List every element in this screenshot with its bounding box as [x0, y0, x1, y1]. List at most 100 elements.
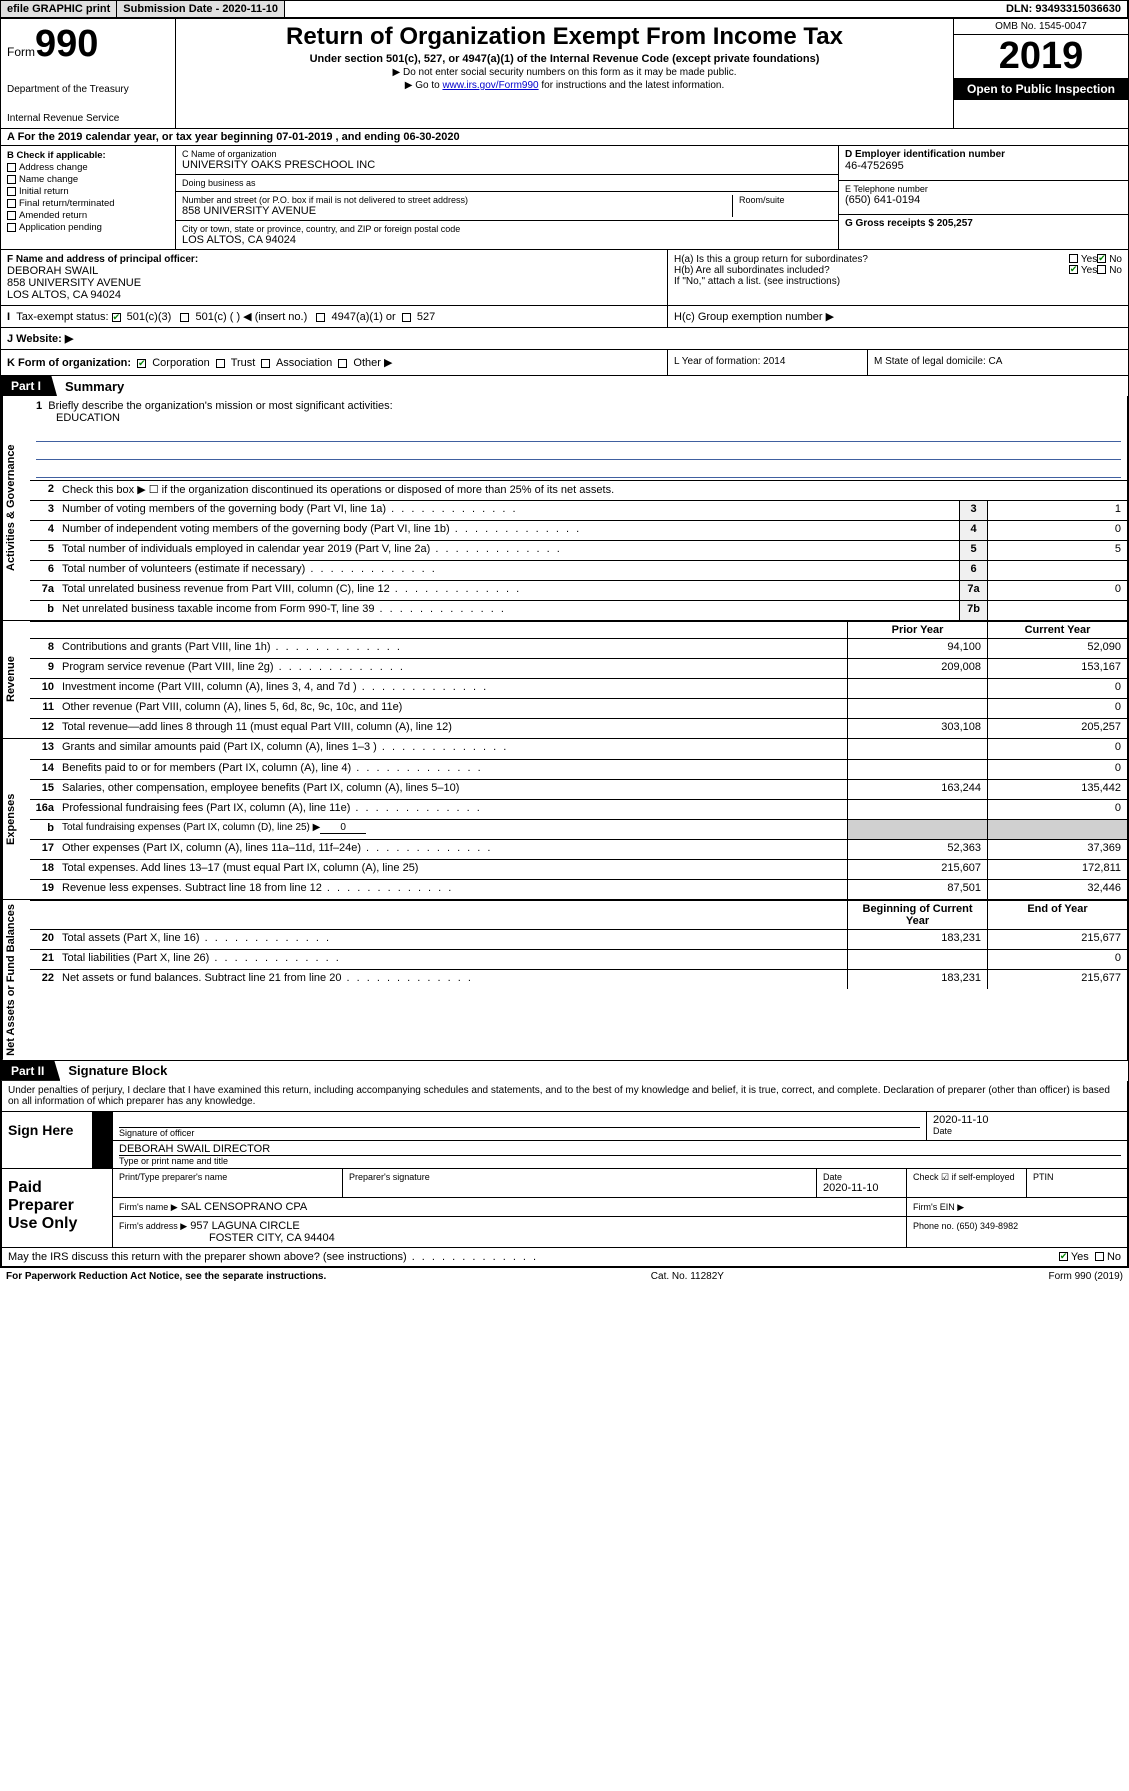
form-subtitle-1: Under section 501(c), 527, or 4947(a)(1)…	[186, 53, 943, 65]
line21: Total liabilities (Part X, line 26)	[58, 950, 847, 969]
p14	[847, 760, 987, 779]
line14: Benefits paid to or for members (Part IX…	[58, 760, 847, 779]
lbl-corp: Corporation	[152, 357, 209, 369]
omb-number: OMB No. 1545-0047	[954, 19, 1128, 35]
prep-date-label: Date	[823, 1172, 900, 1182]
cb-other[interactable]	[338, 359, 347, 368]
firm-addr-label: Firm's address ▶	[119, 1221, 187, 1231]
p20: 183,231	[847, 930, 987, 949]
cb-501c3[interactable]	[112, 313, 121, 322]
addr-label: Number and street (or P.O. box if mail i…	[182, 195, 732, 205]
entity-section: B Check if applicable: Address change Na…	[1, 146, 1128, 250]
discuss-no[interactable]	[1095, 1252, 1104, 1261]
hb-no[interactable]	[1097, 265, 1106, 274]
line10: Investment income (Part VIII, column (A)…	[58, 679, 847, 698]
city-label: City or town, state or province, country…	[182, 224, 832, 234]
p15: 163,244	[847, 780, 987, 799]
p12: 303,108	[847, 719, 987, 738]
p13	[847, 739, 987, 759]
cb-trust[interactable]	[216, 359, 225, 368]
gross-receipts: G Gross receipts $ 205,257	[845, 218, 1122, 229]
firm-ein-label: Firm's EIN ▶	[913, 1202, 964, 1212]
c8: 52,090	[987, 639, 1127, 658]
cb-name-change[interactable]	[7, 175, 16, 184]
dba-label: Doing business as	[182, 178, 832, 188]
paperwork-notice: For Paperwork Reduction Act Notice, see …	[6, 1271, 326, 1282]
sig-date: 2020-11-10	[933, 1114, 1121, 1126]
c22: 215,677	[987, 970, 1127, 989]
self-employed: Check ☑ if self-employed	[907, 1169, 1027, 1197]
officer-section: F Name and address of principal officer:…	[1, 250, 1128, 306]
p10	[847, 679, 987, 698]
sig-date-label: Date	[933, 1126, 1121, 1136]
ha-no[interactable]	[1097, 254, 1106, 263]
officer-name: DEBORAH SWAIL	[7, 265, 661, 277]
line13: Grants and similar amounts paid (Part IX…	[58, 739, 847, 759]
cb-amended[interactable]	[7, 211, 16, 220]
cb-address-change[interactable]	[7, 163, 16, 172]
side-expenses: Expenses	[2, 739, 30, 899]
website-row: J Website: ▶	[1, 328, 1128, 350]
cb-application[interactable]	[7, 223, 16, 232]
c21: 0	[987, 950, 1127, 969]
c12: 205,257	[987, 719, 1127, 738]
side-revenue: Revenue	[2, 621, 30, 738]
governance-section: Activities & Governance 1 Briefly descri…	[1, 396, 1128, 621]
side-netassets: Net Assets or Fund Balances	[2, 900, 30, 1060]
website-label: J Website: ▶	[7, 333, 73, 345]
form-container: Form990 Department of the Treasury Inter…	[0, 18, 1129, 1268]
end-year-hdr: End of Year	[987, 901, 1127, 929]
sign-here-label: Sign Here	[2, 1112, 92, 1168]
kform-row: K Form of organization: Corporation Trus…	[1, 350, 1128, 376]
cb-501c[interactable]	[180, 313, 189, 322]
lbl-name: Name change	[19, 174, 78, 185]
val6	[987, 561, 1127, 580]
cb-4947[interactable]	[316, 313, 325, 322]
cat-no: Cat. No. 11282Y	[651, 1271, 724, 1282]
cb-527[interactable]	[402, 313, 411, 322]
hc-label: H(c) Group exemption number ▶	[674, 310, 1122, 323]
dln: DLN: 93493315036630	[1000, 1, 1128, 17]
prep-sig-label: Preparer's signature	[349, 1172, 810, 1182]
perjury-statement: Under penalties of perjury, I declare th…	[1, 1081, 1128, 1112]
begin-year-hdr: Beginning of Current Year	[847, 901, 987, 929]
c20: 215,677	[987, 930, 1127, 949]
tax-status-section: I Tax-exempt status: 501(c)(3) 501(c) ( …	[1, 306, 1128, 328]
sig-officer-label: Signature of officer	[119, 1128, 920, 1138]
p22: 183,231	[847, 970, 987, 989]
rule-line	[36, 462, 1121, 478]
lbl-trust: Trust	[231, 357, 256, 369]
irs-link[interactable]: www.irs.gov/Form990	[442, 80, 538, 91]
cb-corp[interactable]	[137, 359, 146, 368]
f-label: F Name and address of principal officer:	[7, 254, 661, 265]
cb-final[interactable]	[7, 199, 16, 208]
sign-here-section: Sign Here Signature of officer 2020-11-1…	[1, 1112, 1128, 1169]
line12: Total revenue—add lines 8 through 11 (mu…	[58, 719, 847, 738]
lbl-amend: Amended return	[19, 210, 87, 221]
firm-addr2: FOSTER CITY, CA 94404	[119, 1232, 335, 1244]
ha-yes[interactable]	[1069, 254, 1078, 263]
line1-label: Briefly describe the organization's miss…	[48, 400, 392, 412]
part1-header: Part I Summary	[1, 376, 1128, 396]
firm-name-label: Firm's name ▶	[119, 1202, 178, 1212]
lbl-final: Final return/terminated	[19, 198, 115, 209]
tax-year: 2019	[954, 35, 1128, 78]
line6: Total number of volunteers (estimate if …	[58, 561, 959, 580]
line19: Revenue less expenses. Subtract line 18 …	[58, 880, 847, 899]
cb-assoc[interactable]	[261, 359, 270, 368]
arrow-icon	[93, 1112, 113, 1140]
p21	[847, 950, 987, 969]
efile-print-btn[interactable]: efile GRAPHIC print	[1, 1, 117, 17]
lbl-init: Initial return	[19, 186, 69, 197]
line20: Total assets (Part X, line 16)	[58, 930, 847, 949]
irs-label: Internal Revenue Service	[7, 113, 169, 124]
hb-yes[interactable]	[1069, 265, 1078, 274]
discuss-yes[interactable]	[1059, 1252, 1068, 1261]
officer-addr1: 858 UNIVERSITY AVENUE	[7, 277, 661, 289]
firm-addr1: 957 LAGUNA CIRCLE	[190, 1220, 299, 1232]
submission-date: Submission Date - 2020-11-10	[117, 1, 285, 17]
cb-initial[interactable]	[7, 187, 16, 196]
c16b-shade	[987, 820, 1127, 839]
ptin-label: PTIN	[1033, 1172, 1121, 1182]
street-address: 858 UNIVERSITY AVENUE	[182, 205, 732, 217]
